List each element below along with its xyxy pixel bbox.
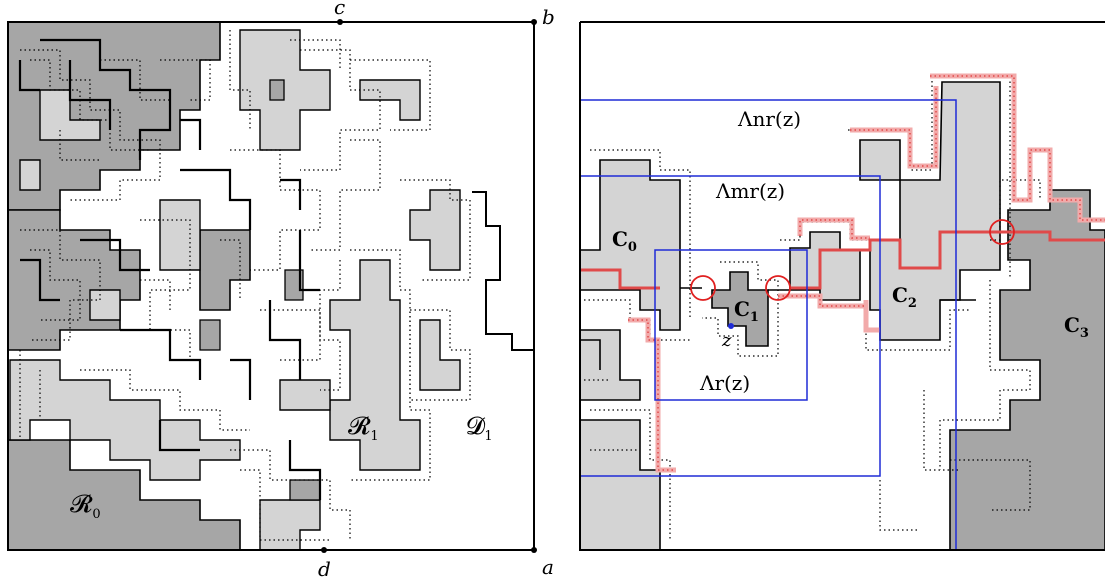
left-panel: c b a d 𝓡0 𝓡1 𝓓1	[7, 0, 555, 581]
label-c3: C3	[1064, 313, 1089, 341]
point-z	[728, 323, 734, 329]
region-light-h	[89, 289, 121, 321]
right-panel-frame	[579, 21, 1105, 551]
region-light-c	[409, 189, 461, 271]
label-c2: C2	[892, 283, 917, 311]
box-lambda-r	[654, 249, 808, 401]
red-circle-right	[989, 219, 1015, 245]
red-dotted-boundary	[628, 75, 1105, 471]
small-dark-block-1	[269, 79, 285, 101]
point-c	[337, 19, 343, 25]
label-b: b	[542, 5, 555, 29]
region-light-j	[279, 379, 331, 411]
label-d: d	[318, 557, 331, 581]
region-light-k	[19, 159, 41, 191]
label-z: z	[721, 330, 732, 351]
label-c: c	[334, 0, 345, 19]
cluster-c2-knob	[859, 139, 901, 181]
red-circle-middle	[765, 275, 791, 301]
label-c1: C1	[734, 297, 759, 325]
label-lambda-mr: Λmr(z)	[715, 179, 785, 203]
right-panel: z Λnr(z) Λmr(z) Λr(z) C0 C1 C2 C3	[579, 21, 1105, 551]
region-light-b	[239, 29, 331, 151]
label-a: a	[542, 555, 554, 579]
label-c0: C0	[612, 227, 637, 255]
red-circle-left	[690, 275, 716, 301]
d1-boundary	[472, 191, 534, 351]
small-dark-block-4	[199, 319, 221, 351]
point-a	[531, 547, 537, 553]
label-r1: 𝓡1	[348, 412, 379, 444]
small-dark-block-2	[284, 269, 304, 301]
label-d1: 𝓓1	[466, 412, 493, 444]
region-light-e	[359, 79, 421, 121]
label-r0: 𝓡0	[70, 490, 101, 522]
region-light-r1	[329, 259, 421, 471]
cluster-c3	[949, 189, 1105, 551]
cluster-c1	[711, 271, 769, 347]
red-path	[580, 230, 1105, 290]
label-lambda-nr: Λnr(z)	[737, 107, 801, 131]
region-light-d	[419, 319, 461, 391]
region-light-g	[159, 199, 201, 271]
left-bold-contours	[18, 38, 322, 500]
left-dotted-contours	[19, 30, 471, 541]
small-dark-block-3	[289, 479, 321, 501]
point-b	[531, 19, 537, 25]
label-lambda-r: Λr(z)	[699, 371, 750, 395]
point-d	[321, 547, 327, 553]
